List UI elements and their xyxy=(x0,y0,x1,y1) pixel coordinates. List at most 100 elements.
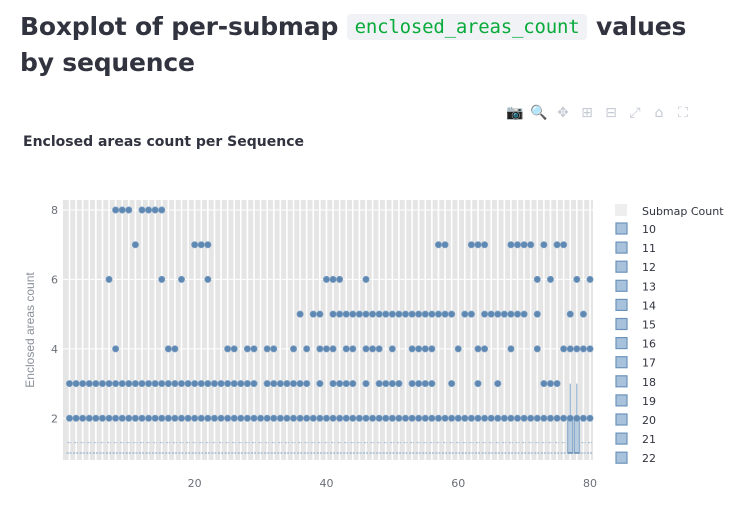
outlier-point xyxy=(316,380,324,388)
outlier-point xyxy=(178,414,186,422)
outlier-point xyxy=(395,380,403,388)
outlier-point xyxy=(540,241,548,249)
outlier-point xyxy=(296,380,304,388)
outlier-point xyxy=(92,414,100,422)
x-tick-label: 60 xyxy=(451,477,465,490)
outlier-point xyxy=(573,414,581,422)
outlier-point xyxy=(224,414,232,422)
outlier-point xyxy=(138,414,146,422)
outlier-point xyxy=(184,414,192,422)
outlier-point xyxy=(303,414,311,422)
fullscreen-icon[interactable]: ⛶ xyxy=(678,105,688,121)
outlier-point xyxy=(375,414,383,422)
outlier-point xyxy=(171,345,179,353)
outlier-point xyxy=(296,414,304,422)
outlier-point xyxy=(309,414,317,422)
outlier-point xyxy=(342,414,350,422)
outlier-point xyxy=(540,414,548,422)
outlier-point xyxy=(434,241,442,249)
outlier-point xyxy=(355,310,363,318)
outlier-point xyxy=(191,414,199,422)
outlier-point xyxy=(467,414,475,422)
y-tick-label: 2 xyxy=(51,412,58,425)
outlier-point xyxy=(474,414,482,422)
zoom-icon[interactable]: 🔍 xyxy=(530,105,548,121)
y-tick-label: 6 xyxy=(51,273,58,286)
legend-swatch xyxy=(615,375,628,388)
outlier-point xyxy=(322,275,330,283)
outlier-point xyxy=(520,310,528,318)
outlier-point xyxy=(329,414,337,422)
outlier-point xyxy=(112,414,120,422)
plot-modebar: 📷 🔍 ✥ ⊞ ⊟ ⤢ ⌂ ⛶ xyxy=(505,104,693,124)
outlier-point xyxy=(487,414,495,422)
home-icon[interactable]: ⌂ xyxy=(654,105,664,121)
outlier-point xyxy=(290,380,298,388)
outlier-point xyxy=(250,380,258,388)
outlier-point xyxy=(158,275,166,283)
outlier-point xyxy=(487,310,495,318)
outlier-point xyxy=(388,414,396,422)
y-tick-label: 8 xyxy=(51,204,58,217)
outlier-point xyxy=(553,241,561,249)
legend-item: 15 xyxy=(642,319,656,332)
outlier-point xyxy=(362,345,370,353)
outlier-point xyxy=(263,345,271,353)
outlier-point xyxy=(283,414,291,422)
legend-swatch xyxy=(615,451,628,464)
outlier-point xyxy=(514,414,522,422)
outlier-point xyxy=(481,345,489,353)
outlier-point xyxy=(481,241,489,249)
outlier-point xyxy=(362,380,370,388)
outlier-point xyxy=(415,345,423,353)
outlier-point xyxy=(586,275,594,283)
outlier-point xyxy=(125,414,133,422)
legend-item: 19 xyxy=(642,395,656,408)
outlier-point xyxy=(66,414,74,422)
outlier-point xyxy=(263,380,271,388)
outlier-point xyxy=(553,380,561,388)
outlier-point xyxy=(500,310,508,318)
outlier-point xyxy=(514,310,522,318)
outlier-point xyxy=(178,380,186,388)
outlier-point xyxy=(336,310,344,318)
outlier-point xyxy=(210,414,218,422)
outlier-point xyxy=(224,380,232,388)
outlier-point xyxy=(421,414,429,422)
outlier-point xyxy=(481,414,489,422)
outlier-point xyxy=(349,310,357,318)
outlier-point xyxy=(375,380,383,388)
outlier-point xyxy=(546,275,554,283)
outlier-point xyxy=(369,345,377,353)
pan-icon[interactable]: ✥ xyxy=(557,105,569,121)
outlier-point xyxy=(507,414,515,422)
outlier-point xyxy=(191,241,199,249)
outlier-point xyxy=(118,414,126,422)
outlier-point xyxy=(421,380,429,388)
zoom-in-icon[interactable]: ⊞ xyxy=(581,105,593,121)
plot-area[interactable]: 2 4 6 8 20 40 60 80 xyxy=(51,200,597,490)
zoom-out-icon[interactable]: ⊟ xyxy=(605,105,617,121)
outlier-point xyxy=(118,380,126,388)
outlier-point xyxy=(362,275,370,283)
outlier-point xyxy=(158,206,166,214)
outlier-point xyxy=(494,414,502,422)
outlier-point xyxy=(428,310,436,318)
outlier-point xyxy=(349,345,357,353)
outlier-point xyxy=(560,241,568,249)
outlier-point xyxy=(118,206,126,214)
outlier-point xyxy=(546,380,554,388)
outlier-point xyxy=(316,345,324,353)
outlier-point xyxy=(72,414,80,422)
outlier-point xyxy=(395,414,403,422)
outlier-point xyxy=(421,345,429,353)
outlier-point xyxy=(408,310,416,318)
outlier-point xyxy=(402,310,410,318)
camera-icon[interactable]: 📷 xyxy=(506,105,524,121)
outlier-point xyxy=(362,414,370,422)
outlier-point xyxy=(164,414,172,422)
outlier-point xyxy=(474,345,482,353)
autoscale-icon[interactable]: ⤢ xyxy=(629,105,641,121)
outlier-point xyxy=(448,414,456,422)
outlier-point xyxy=(533,345,541,353)
